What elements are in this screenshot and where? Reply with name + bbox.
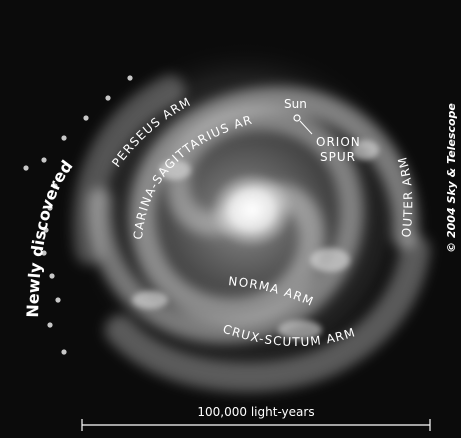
label-orion: ORION — [316, 135, 361, 149]
arm-dot — [55, 297, 61, 303]
highlight — [351, 140, 379, 160]
highlight — [310, 248, 350, 272]
arm-dot — [105, 95, 111, 101]
sun-marker — [293, 114, 301, 122]
arm-dot — [127, 75, 133, 81]
arm-dot — [43, 227, 49, 233]
label-spur: SPUR — [320, 150, 356, 164]
arm-dot — [41, 157, 47, 163]
label-sun: Sun — [284, 97, 307, 111]
orion-spur-leader-line — [299, 120, 313, 135]
spiral-arms — [73, 75, 430, 393]
scale-bar-label: 100,000 light-years — [197, 405, 314, 419]
milky-way-galaxy — [70, 40, 430, 393]
arm-dot — [83, 115, 89, 121]
arm-dot — [47, 322, 53, 328]
spiral-arm-a — [129, 86, 419, 324]
spiral-arm-c — [105, 235, 430, 393]
arm-dot — [47, 205, 53, 211]
highlight — [278, 320, 322, 340]
highlight — [159, 160, 191, 180]
sun-marker-group: Sun ORION SPUR — [284, 97, 361, 164]
arm-dot — [23, 165, 29, 171]
new-arm-dots — [23, 75, 133, 355]
spiral-arm-b — [87, 106, 364, 344]
copyright-notice: © 2004 Sky & Telescope — [445, 103, 458, 253]
arm-dot — [41, 250, 47, 256]
arm-highlights — [132, 140, 379, 340]
galactic-core — [210, 172, 294, 248]
arm-dot — [61, 135, 67, 141]
scale-bar: 100,000 light-years — [81, 405, 431, 431]
arm-dot — [61, 349, 67, 355]
highlight — [132, 291, 168, 309]
arm-dot — [52, 183, 58, 189]
arm-dot — [49, 273, 55, 279]
spiral-arm-d — [73, 75, 185, 265]
